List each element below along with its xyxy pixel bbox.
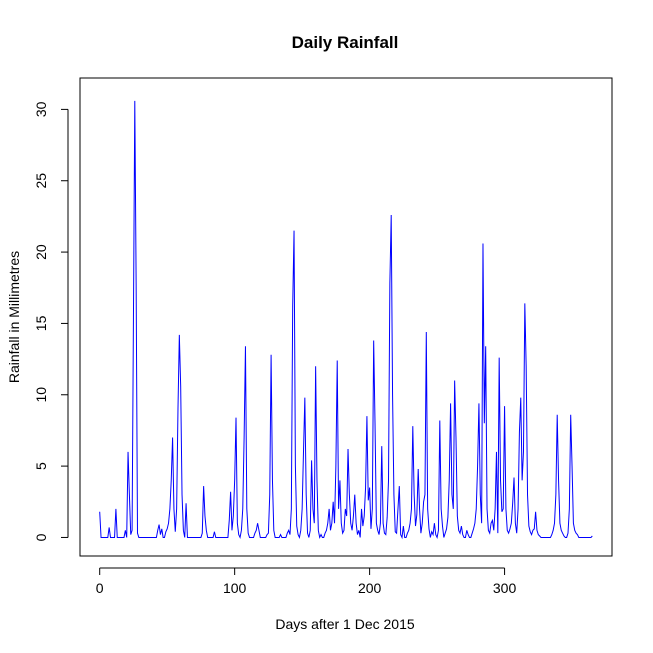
rainfall-line [99, 100, 593, 540]
chart-title: Daily Rainfall [292, 33, 399, 52]
y-tick-label: 25 [33, 173, 49, 189]
y-tick-label: 30 [33, 101, 49, 117]
y-tick-label: 20 [33, 244, 49, 260]
y-axis-label: Rainfall in Millimetres [6, 251, 22, 383]
x-tick-label: 200 [358, 580, 382, 596]
x-tick-label: 300 [493, 580, 517, 596]
x-tick-label: 100 [223, 580, 247, 596]
x-axis-label: Days after 1 Dec 2015 [275, 616, 415, 632]
y-tick-label: 10 [33, 387, 49, 403]
y-tick-label: 5 [33, 462, 49, 470]
y-tick-label: 0 [33, 533, 49, 541]
plot-box [79, 77, 613, 557]
x-tick-label: 0 [96, 580, 104, 596]
y-tick-label: 15 [33, 315, 49, 331]
